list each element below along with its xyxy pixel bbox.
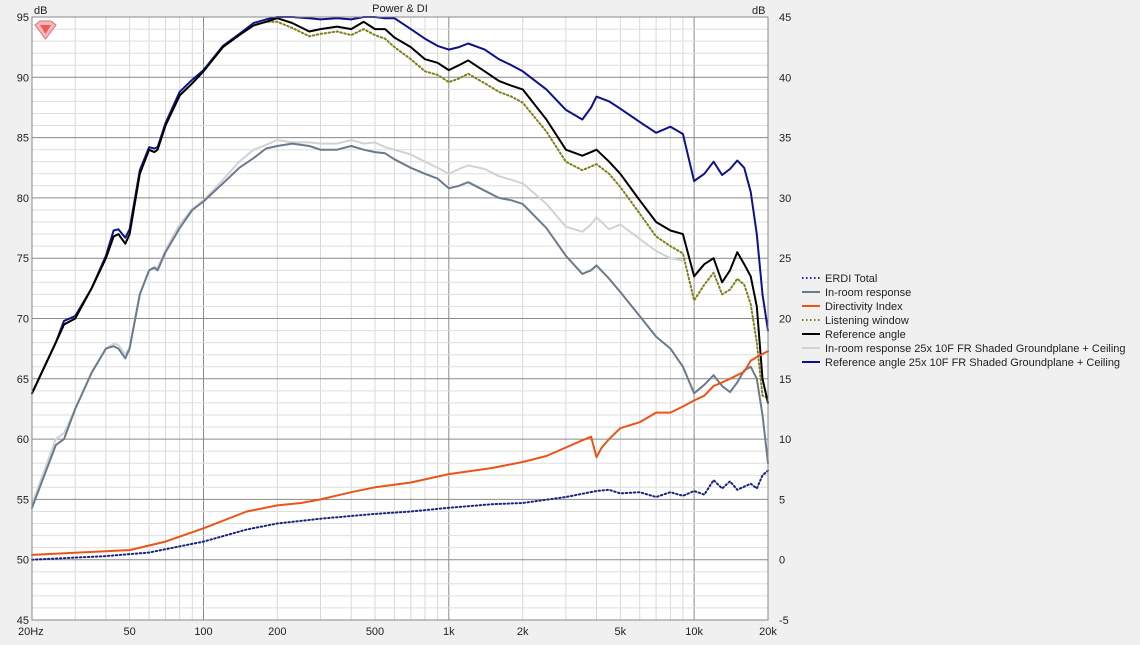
y-right-tick-label: 30 [779,193,791,205]
legend-label-erdi-total: ERDI Total [825,273,877,285]
x-tick-label: 20Hz [18,626,44,638]
y-right-tick-label: 20 [779,314,791,326]
series-line-directivity-index [31,350,769,556]
series-line-erdi-total [31,469,769,561]
axes: 20Hz 50 100 200 500 1k 2k 5k 10k 20k9590858075706… [17,12,792,638]
x-tick-label: 20k [759,626,777,638]
x-tick-label: 100 [194,626,212,638]
legend-label-reference-angle-25x-10f-fr-shaded-groundplane-ceiling: Reference angle 25x 10F FR Shaded Ground… [825,357,1120,369]
y-left-tick-label: 90 [17,72,29,84]
y-left-tick-label: 50 [17,555,29,567]
y-left-tick-label: 75 [17,253,29,265]
x-tick-label: 1k [443,626,455,638]
y-left-tick-label: 55 [17,494,29,506]
y-right-tick-label: 35 [779,133,791,145]
y-right-label: dB [752,5,765,17]
legend: ERDI Total In-room response Directivity In… [802,273,1126,369]
x-tick-label: 200 [268,626,286,638]
plot-frame [31,16,769,621]
y-left-tick-label: 95 [17,12,29,24]
y-right-tick-label: 15 [779,374,791,386]
series-line-in-room-response [31,142,769,509]
x-tick-label: 5k [614,626,626,638]
y-right-tick-label: 0 [779,555,785,567]
y-right-tick-label: -5 [779,615,789,627]
x-tick-label: 500 [366,626,384,638]
series-group [31,16,769,561]
y-left-tick-label: 45 [17,615,29,627]
y-left-tick-label: 85 [17,133,29,145]
y-left-tick-label: 65 [17,374,29,386]
x-tick-label: 10k [685,626,703,638]
series-line-reference-angle [31,17,769,404]
legend-label-reference-angle: Reference angle [825,329,906,341]
y-right-tick-label: 10 [779,434,791,446]
legend-label-listening-window: Listening window [825,315,909,327]
y-right-tick-label: 40 [779,72,791,84]
y-right-tick-label: 5 [779,494,785,506]
y-left-tick-label: 80 [17,193,29,205]
legend-label-in-room-response: In-room response [825,287,911,299]
y-right-tick-label: 25 [779,253,791,265]
diamond-logo-icon [34,20,57,40]
y-left-tick-label: 60 [17,434,29,446]
chart-title: Power & DI [372,3,428,15]
series-line-reference-angle-25x-10f-fr-shaded-groundplane-ceiling [31,16,769,395]
legend-label-in-room-response-25x-10f-fr-shaded-groundplane-ceiling: In-room response 25x 10F FR Shaded Groun… [825,343,1126,355]
legend-label-directivity-index: Directivity Index [825,301,903,313]
y-right-tick-label: 45 [779,12,791,24]
grid [32,17,768,620]
x-tick-label: 50 [123,626,135,638]
y-left-label: dB [34,5,47,17]
x-tick-label: 2k [517,626,529,638]
y-left-tick-label: 70 [17,314,29,326]
